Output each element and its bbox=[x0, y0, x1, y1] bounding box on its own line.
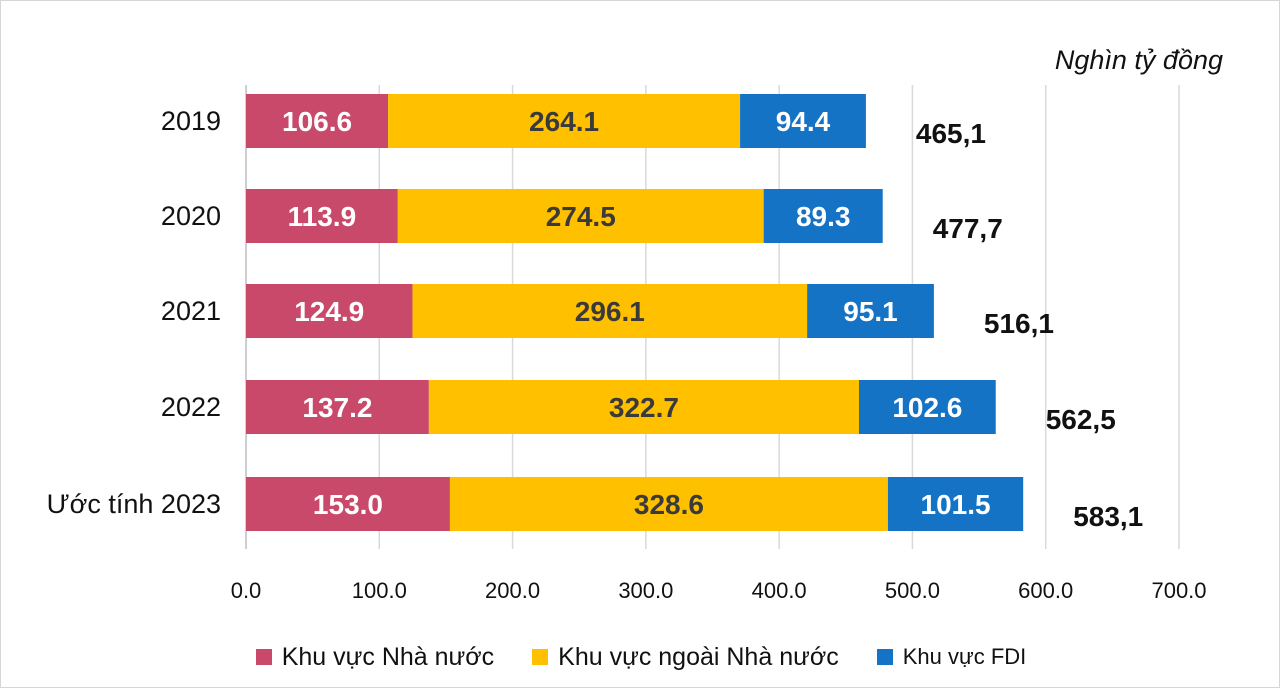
bar-data-label: 124.9 bbox=[294, 296, 364, 327]
bar-data-label: 95.1 bbox=[843, 296, 898, 327]
bar-segment bbox=[246, 94, 389, 148]
legend-item: Khu vực ngoài Nhà nước bbox=[532, 643, 839, 672]
bar-segment bbox=[763, 189, 883, 243]
bar-segment bbox=[246, 477, 450, 531]
bar-data-label: 102.6 bbox=[892, 392, 962, 423]
bar-segment bbox=[246, 189, 398, 243]
total-label: 516,1 bbox=[984, 308, 1054, 339]
bar-data-label: 153.0 bbox=[313, 489, 383, 520]
x-tick-label: 500.0 bbox=[885, 578, 940, 603]
bar-segment bbox=[428, 380, 859, 434]
legend-label: Khu vực Nhà nước bbox=[281, 642, 495, 671]
category-label: 2021 bbox=[161, 296, 221, 326]
bar-data-label: 89.3 bbox=[796, 201, 851, 232]
total-label: 465,1 bbox=[916, 118, 986, 149]
bar-segment bbox=[449, 477, 888, 531]
bar-data-label: 264.1 bbox=[529, 106, 599, 137]
legend-swatch bbox=[876, 649, 893, 665]
bar-segment bbox=[858, 380, 996, 434]
bar-data-label: 274.5 bbox=[546, 201, 616, 232]
bar-data-label: 137.2 bbox=[302, 392, 372, 423]
bar-data-label: 113.9 bbox=[288, 201, 357, 232]
legend-label: Khu vực FDI bbox=[902, 644, 1027, 669]
bar-segment bbox=[412, 284, 808, 338]
bar-data-label: 101.5 bbox=[921, 489, 991, 520]
bar-segment bbox=[397, 189, 764, 243]
legend-label: Khu vực ngoài Nhà nước bbox=[558, 642, 839, 671]
chart-legend: Khu vực Nhà nước Khu vực ngoài Nhà nước Kh… bbox=[1, 637, 1280, 677]
bar-segment bbox=[388, 94, 741, 148]
bar-segment bbox=[740, 94, 866, 148]
legend-swatch bbox=[255, 649, 272, 665]
total-label: 562,5 bbox=[1046, 404, 1116, 435]
bar-data-label: 296.1 bbox=[575, 296, 645, 327]
bar-data-label: 106.6 bbox=[282, 106, 352, 137]
x-tick-label: 100.0 bbox=[352, 578, 407, 603]
legend-item: Khu vực Nhà nước bbox=[255, 642, 495, 672]
category-label: 2022 bbox=[161, 392, 221, 422]
unit-label: Nghìn tỷ đồng bbox=[1054, 45, 1223, 75]
bar-segment bbox=[246, 380, 429, 434]
bar-data-label: 94.4 bbox=[776, 106, 831, 137]
x-tick-label: 400.0 bbox=[752, 578, 807, 603]
x-tick-label: 600.0 bbox=[1018, 578, 1073, 603]
bar-data-label: 328.6 bbox=[634, 489, 704, 520]
x-tick-label: 300.0 bbox=[618, 578, 673, 603]
bar-data-label: 322.7 bbox=[609, 392, 679, 423]
category-label: Ước tính 2023 bbox=[47, 489, 221, 519]
x-tick-label: 200.0 bbox=[485, 578, 540, 603]
category-label: 2020 bbox=[161, 201, 221, 231]
x-tick-label: 700.0 bbox=[1151, 578, 1206, 603]
legend-item: Khu vực FDI bbox=[876, 644, 1027, 670]
bar-segment bbox=[807, 284, 934, 338]
bar-segment bbox=[246, 284, 413, 338]
total-label: 477,7 bbox=[933, 213, 1003, 244]
category-label: 2019 bbox=[161, 106, 221, 136]
x-tick-label: 0.0 bbox=[231, 578, 262, 603]
total-label: 583,1 bbox=[1073, 501, 1143, 532]
bar-segment bbox=[887, 477, 1024, 531]
legend-swatch bbox=[532, 649, 549, 665]
